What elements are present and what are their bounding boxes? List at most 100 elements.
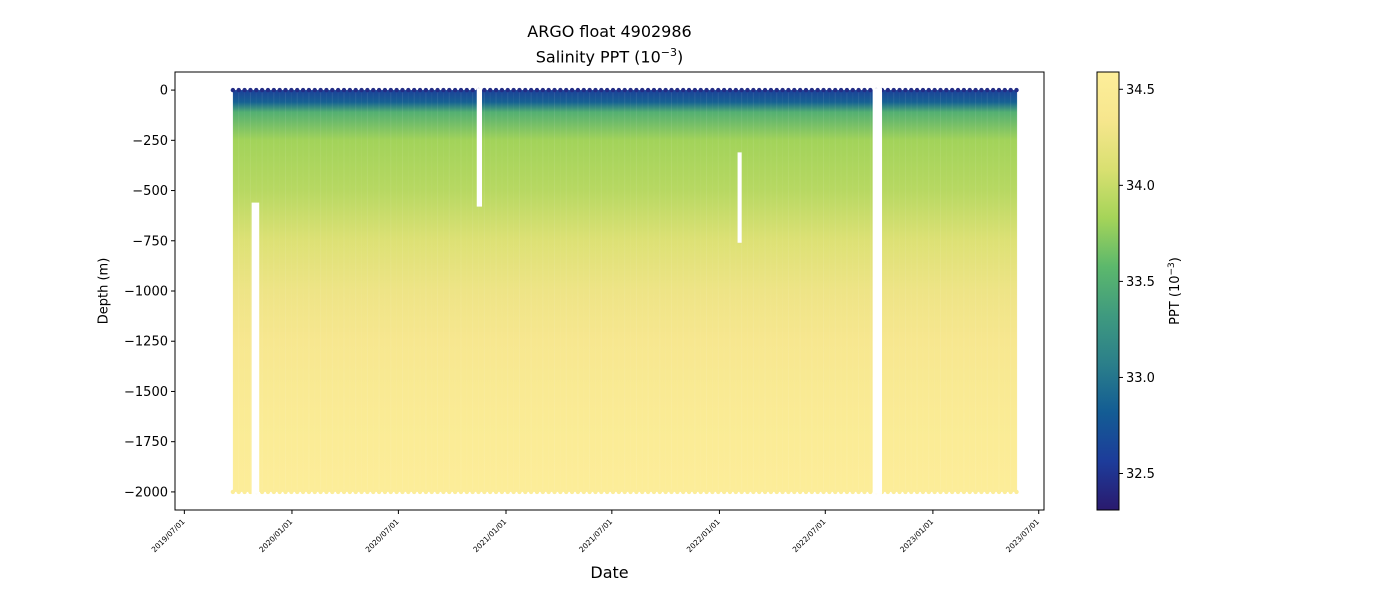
profile-top-point [897,87,902,93]
profile-bottom-point [949,489,955,495]
colorbar-label-exponent: −3 [1166,262,1177,276]
x-tick-label: 2020/07/01 [364,517,401,554]
profile-top-point [891,87,896,93]
profile-bottom-point [458,489,464,495]
profile-bottom-point [470,489,475,495]
profile-top-point [376,87,382,93]
profile-top-point [423,87,429,93]
profile-top-point [411,87,417,93]
data-gap [251,202,260,494]
profile-bottom-point [938,489,943,495]
profile-bottom-point [341,489,347,495]
profile-bottom-point [955,489,961,495]
profile-top-point [534,87,540,93]
profile-bottom-point [780,489,785,495]
profile-top-point [827,87,832,93]
profile-bottom-point [593,489,598,495]
profile-top-point [341,87,347,93]
profile-top-point [850,87,855,93]
colorbar-label: PPT (10−3) [1167,257,1183,325]
profile-top-point [996,87,1002,93]
profile-bottom-point [376,489,382,495]
x-tick-label: 2020/01/01 [257,517,294,554]
profile-top-point [277,87,282,93]
profile-bottom-point [838,489,844,495]
colorbar [1096,71,1120,511]
profile-bottom-point [909,489,914,495]
profile-top-point [517,87,522,93]
profile-bottom-point [330,489,335,495]
profile-top-point [523,87,528,93]
profile-bottom-point [540,489,546,495]
profile-bottom-point [745,489,750,495]
profile-bottom-point [411,489,417,495]
profile-top-point [815,87,820,93]
profile-top-point [359,87,364,93]
profile-bottom-point [903,489,908,495]
profile-bottom-point [833,489,838,495]
profile-bottom-point [464,489,470,495]
profile-bottom-point [300,489,306,495]
profile-bottom-point [534,489,540,495]
profile-bottom-point [277,489,282,495]
profile-bottom-point [230,489,236,495]
profile-bottom-point [359,489,364,495]
profile-top-point [786,87,791,93]
profile-bottom-point [236,489,241,495]
profile-bottom-point [727,489,733,495]
profile-top-point [680,87,686,93]
profile-bottom-point [259,489,265,495]
profile-top-point [914,87,920,93]
profile-bottom-point [692,489,698,495]
profile-bottom-point [739,489,744,495]
profile-bottom-point [493,489,499,495]
profile-bottom-point [762,489,768,495]
profile-top-point [324,87,329,93]
profile-top-point [259,87,265,93]
profile-bottom-point [973,489,978,495]
profile-bottom-point [335,489,341,495]
profile-top-point [265,87,271,93]
profile-bottom-point [698,489,703,495]
profile-top-point [482,87,487,93]
y-tick-label: −1250 [124,335,168,350]
profile-bottom-point [587,489,592,495]
profile-top-point [464,87,470,93]
profile-top-point [248,87,253,93]
profile-bottom-point [511,489,516,495]
profile-bottom-point [651,489,657,495]
y-tick-label: −1000 [124,285,168,300]
profile-bottom-point [610,489,616,495]
profile-top-point [762,87,768,93]
profile-bottom-point [499,489,505,495]
profile-bottom-point [990,489,996,495]
profile-top-point [938,87,943,93]
colorbar-label-suffix: ) [1168,257,1184,263]
profile-bottom-point [558,489,563,495]
profile-top-point [862,87,867,93]
profile-bottom-point [289,489,294,495]
profile-bottom-point [569,489,575,495]
profile-top-point [739,87,744,93]
profile-top-point [780,87,785,93]
profile-top-point [616,87,622,93]
profile-bottom-point [979,489,984,495]
profile-top-point [242,87,247,93]
x-tick-label: 2019/07/01 [150,517,187,554]
profile-top-point [552,87,557,93]
profile-bottom-point [628,489,633,495]
profile-top-point [985,87,990,93]
profile-top-point [452,87,458,93]
x-tick-label: 2023/07/01 [1004,517,1041,554]
profile-bottom-point [581,489,586,495]
profile-top-point [844,87,850,93]
profile-top-point [546,87,551,93]
profile-bottom-point [675,489,680,495]
profile-bottom-point [476,489,481,495]
profile-top-point [932,87,937,93]
profile-top-point [757,87,762,93]
profile-bottom-point [1008,489,1013,495]
profile-bottom-point [751,489,756,495]
profile-top-point [675,87,680,93]
